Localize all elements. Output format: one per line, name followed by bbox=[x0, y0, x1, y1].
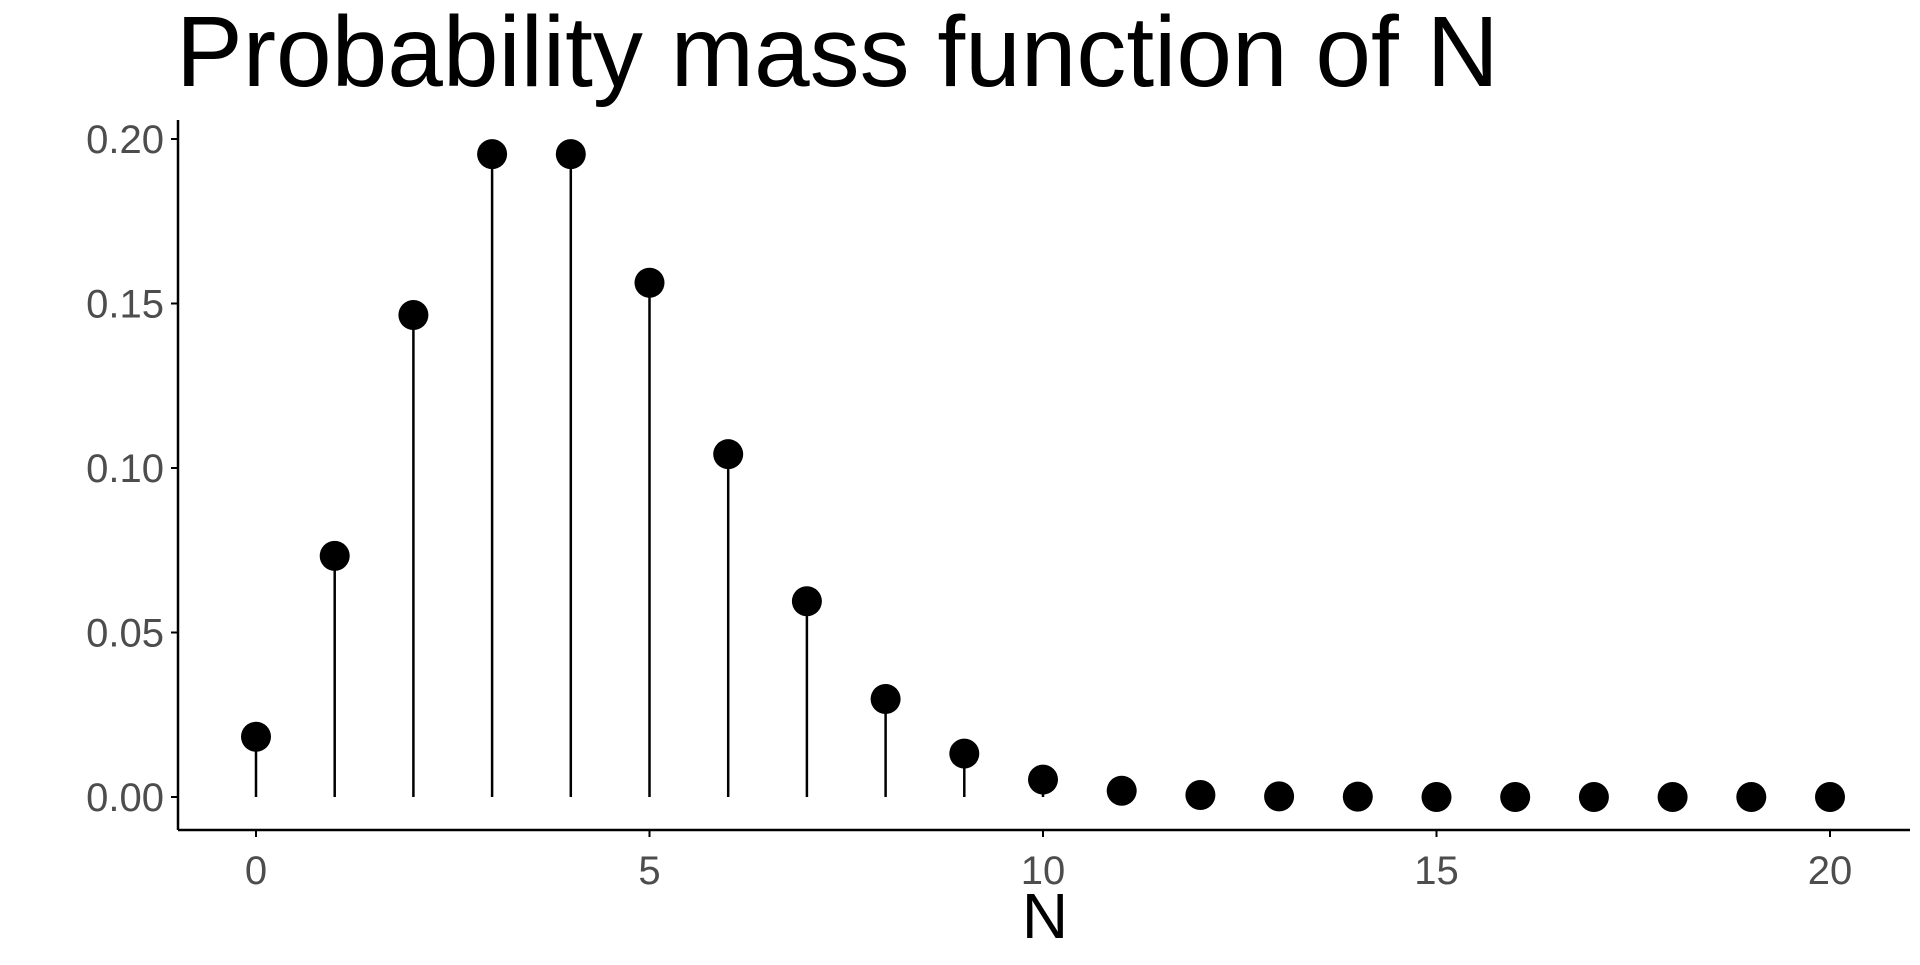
x-axis-title: N bbox=[1022, 880, 1068, 952]
y-tick-label: 0.20 bbox=[86, 118, 164, 162]
pmf-point bbox=[791, 586, 822, 617]
pmf-point bbox=[1657, 782, 1688, 812]
pmf-point bbox=[1421, 782, 1452, 812]
chart-title: Probability mass function of N bbox=[176, 0, 1499, 108]
pmf-point bbox=[319, 540, 350, 571]
y-tick-label: 0.10 bbox=[86, 447, 164, 491]
lollipop-stems bbox=[254, 154, 1360, 797]
pmf-point bbox=[1815, 782, 1845, 812]
pmf-point bbox=[713, 439, 744, 470]
pmf-point bbox=[1106, 775, 1137, 806]
y-tick-label: 0.05 bbox=[86, 612, 164, 656]
y-tick-label: 0.15 bbox=[86, 283, 164, 327]
pmf-point bbox=[634, 267, 665, 298]
x-axis-ticks: 0 5 10 15 20 bbox=[245, 830, 1852, 893]
x-tick-label: 0 bbox=[245, 849, 267, 893]
pmf-point bbox=[398, 300, 429, 331]
pmf-point bbox=[477, 139, 508, 170]
x-tick-label: 5 bbox=[638, 849, 660, 893]
x-tick-label: 15 bbox=[1414, 849, 1459, 893]
pmf-point bbox=[1185, 780, 1216, 811]
pmf-point bbox=[949, 738, 980, 769]
pmf-point bbox=[1500, 782, 1531, 812]
y-axis-ticks: 0.00 0.05 0.10 0.15 0.20 bbox=[86, 118, 178, 820]
y-tick-label: 0.00 bbox=[86, 776, 164, 820]
x-tick-label: 20 bbox=[1808, 849, 1853, 893]
pmf-point bbox=[1028, 764, 1058, 795]
pmf-point bbox=[1578, 782, 1609, 812]
pmf-point bbox=[870, 683, 901, 714]
pmf-point bbox=[1264, 781, 1295, 812]
pmf-point bbox=[241, 721, 271, 752]
x-tick-label: 10 bbox=[1021, 849, 1066, 893]
pmf-point bbox=[1342, 781, 1373, 812]
lollipop-points bbox=[241, 139, 1845, 812]
pmf-point bbox=[555, 139, 586, 170]
pmf-point bbox=[1736, 782, 1767, 812]
